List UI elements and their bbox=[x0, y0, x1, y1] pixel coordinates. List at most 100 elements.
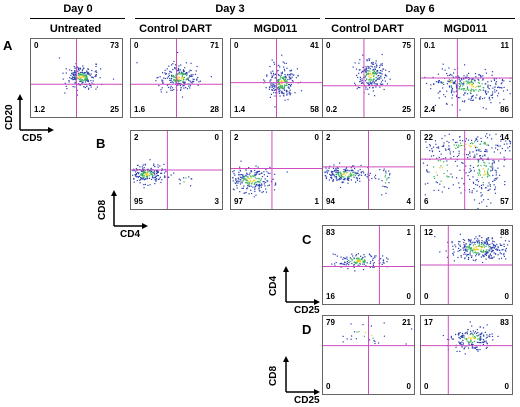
event-dot bbox=[278, 79, 280, 81]
event-dot bbox=[189, 87, 191, 89]
event-dot bbox=[362, 261, 364, 263]
event-dot bbox=[240, 160, 242, 162]
event-dot bbox=[242, 180, 244, 182]
event-dot bbox=[364, 261, 366, 263]
event-dot bbox=[352, 172, 354, 174]
event-dot bbox=[272, 85, 274, 87]
row-label-c: C bbox=[302, 232, 312, 247]
event-dot bbox=[179, 69, 181, 71]
event-dot bbox=[498, 86, 500, 88]
event-dot bbox=[499, 174, 501, 176]
event-dot bbox=[504, 249, 506, 251]
event-dot bbox=[178, 65, 180, 67]
event-dot bbox=[436, 157, 438, 159]
event-dot bbox=[355, 257, 357, 260]
event-dot bbox=[477, 184, 479, 186]
event-dot bbox=[370, 255, 372, 257]
event-dot bbox=[165, 73, 167, 75]
event-dot bbox=[442, 81, 444, 84]
event-dot bbox=[372, 79, 374, 82]
event-dot bbox=[279, 75, 282, 77]
event-dot bbox=[485, 90, 487, 92]
event-dot bbox=[490, 248, 493, 250]
event-dot bbox=[373, 82, 375, 84]
event-dot bbox=[383, 68, 385, 70]
event-dot bbox=[95, 75, 97, 77]
event-dot bbox=[489, 246, 491, 248]
event-dot bbox=[457, 146, 459, 148]
event-dot bbox=[443, 144, 445, 146]
event-dot bbox=[363, 335, 365, 337]
event-dot bbox=[465, 138, 467, 140]
event-dot bbox=[471, 142, 473, 144]
event-dot bbox=[479, 170, 481, 172]
event-dot bbox=[369, 266, 371, 268]
event-dot bbox=[291, 73, 293, 75]
event-dot bbox=[500, 83, 502, 85]
event-dot bbox=[185, 177, 187, 179]
event-dot bbox=[354, 173, 356, 175]
event-dot bbox=[464, 252, 466, 254]
event-dot bbox=[83, 80, 85, 82]
event-dot bbox=[251, 177, 253, 179]
event-dot bbox=[290, 83, 292, 85]
event-dot bbox=[254, 190, 256, 193]
event-dot bbox=[446, 72, 448, 75]
event-dot bbox=[466, 255, 468, 257]
event-dot bbox=[260, 179, 262, 181]
event-dot bbox=[144, 170, 146, 172]
event-dot bbox=[364, 332, 366, 334]
event-dot bbox=[242, 174, 244, 176]
event-dot bbox=[362, 54, 364, 56]
event-dot bbox=[188, 71, 190, 73]
event-dot bbox=[487, 81, 489, 83]
event-dot bbox=[488, 249, 490, 251]
event-dot bbox=[364, 260, 366, 262]
event-dot bbox=[386, 179, 388, 181]
event-dot bbox=[359, 87, 361, 89]
event-dot bbox=[171, 87, 173, 89]
event-dot bbox=[284, 70, 286, 72]
event-dot bbox=[455, 86, 458, 88]
event-dot bbox=[460, 249, 462, 251]
event-dot bbox=[333, 174, 335, 176]
event-dot bbox=[483, 241, 485, 243]
event-dot bbox=[468, 79, 470, 81]
event-dot bbox=[465, 76, 467, 78]
event-dot bbox=[232, 180, 234, 182]
event-dot bbox=[189, 85, 191, 87]
event-dot bbox=[367, 88, 369, 90]
event-dot bbox=[234, 182, 236, 184]
event-dot bbox=[86, 72, 88, 75]
event-dot bbox=[459, 109, 461, 111]
event-dot bbox=[381, 194, 383, 196]
event-dot bbox=[489, 184, 491, 186]
event-dot bbox=[240, 179, 242, 181]
event-dot bbox=[384, 176, 386, 178]
event-dot bbox=[464, 257, 466, 259]
event-dot bbox=[452, 76, 454, 78]
event-dot bbox=[185, 72, 187, 75]
event-dot bbox=[488, 246, 490, 248]
event-dot bbox=[143, 177, 145, 179]
event-dot bbox=[459, 85, 461, 87]
event-dot bbox=[258, 170, 260, 172]
event-dot bbox=[164, 72, 166, 74]
event-dot bbox=[471, 96, 473, 98]
event-dot bbox=[491, 169, 493, 171]
event-dot bbox=[495, 82, 497, 84]
event-dot bbox=[72, 72, 74, 74]
event-dot bbox=[475, 236, 477, 238]
event-dot bbox=[172, 63, 174, 65]
event-dot bbox=[75, 73, 77, 75]
event-dot bbox=[482, 251, 484, 253]
event-dot bbox=[160, 89, 162, 91]
event-dot bbox=[369, 72, 371, 74]
event-dot bbox=[368, 66, 370, 68]
event-dot bbox=[464, 248, 466, 250]
event-dot bbox=[280, 72, 282, 74]
event-dot bbox=[448, 147, 450, 150]
event-dot bbox=[183, 77, 185, 79]
event-dot bbox=[471, 332, 473, 334]
event-dot bbox=[356, 172, 358, 174]
